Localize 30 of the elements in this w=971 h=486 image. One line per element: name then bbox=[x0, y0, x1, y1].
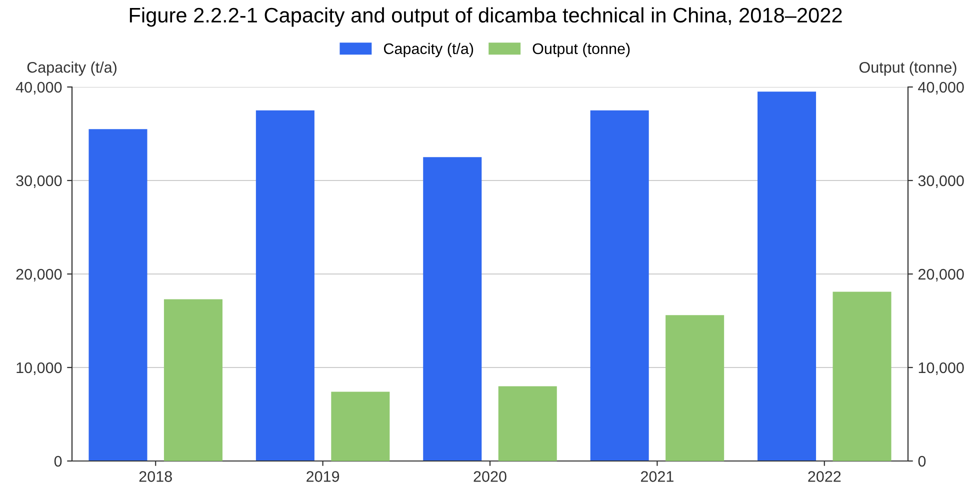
y-axis-title: Capacity (t/a) bbox=[27, 62, 116, 76]
bar bbox=[666, 315, 724, 461]
bar bbox=[832, 292, 892, 461]
y2-tick-label: 20,000 bbox=[918, 268, 964, 282]
chart-title: Figure 2.2.2-1 Capacity and output of dicamba technical in China, 2018–2022 bbox=[130, 7, 842, 27]
bar bbox=[498, 386, 557, 461]
bar bbox=[164, 299, 222, 461]
y2-axis-title: Output (tonne) bbox=[859, 62, 956, 76]
bar bbox=[88, 129, 148, 461]
bar bbox=[331, 392, 390, 461]
x-tick-label: 2022 bbox=[808, 471, 841, 482]
y-tick-label: 30,000 bbox=[16, 175, 62, 188]
x-tick-label: 2019 bbox=[306, 471, 340, 482]
x-tick-label: 2021 bbox=[640, 471, 674, 482]
legend-label: Capacity (t/a) bbox=[384, 42, 474, 58]
x-tick-label: 2020 bbox=[474, 471, 506, 482]
legend-label: Output (tonne) bbox=[532, 42, 630, 58]
bar bbox=[423, 157, 482, 461]
y2-tick-label: 10,000 bbox=[918, 362, 964, 375]
bar bbox=[590, 110, 649, 461]
y-tick-label: 0 bbox=[54, 456, 62, 467]
bar bbox=[256, 110, 314, 461]
y2-tick-label: 40,000 bbox=[918, 82, 964, 94]
y-tick-label: 40,000 bbox=[16, 82, 62, 94]
x-tick-label: 2018 bbox=[139, 471, 172, 482]
y2-tick-label: 30,000 bbox=[918, 175, 964, 188]
y-tick-label: 20,000 bbox=[16, 268, 62, 282]
bar bbox=[758, 92, 816, 461]
y-tick-label: 10,000 bbox=[16, 362, 62, 375]
y2-tick-label: 0 bbox=[918, 456, 926, 467]
